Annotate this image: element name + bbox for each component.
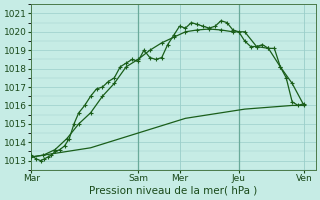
X-axis label: Pression niveau de la mer( hPa ): Pression niveau de la mer( hPa )	[90, 186, 258, 196]
